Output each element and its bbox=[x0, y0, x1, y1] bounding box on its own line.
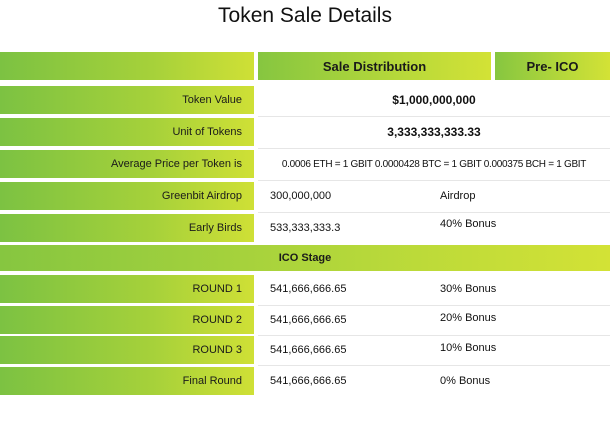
row-label-average-price: Average Price per Token is bbox=[0, 150, 254, 178]
early-birds-value: 533,333,333.3 bbox=[270, 222, 341, 234]
round-3-value: 541,666,666.65 bbox=[270, 344, 347, 356]
row-label-early-birds: Early Birds bbox=[0, 214, 254, 242]
page-title: Token Sale Details bbox=[218, 4, 392, 27]
row-divider bbox=[258, 212, 610, 213]
row-label-token-value: Token Value bbox=[0, 86, 254, 114]
round-2-value: 541,666,666.65 bbox=[270, 314, 347, 326]
row-divider bbox=[258, 148, 610, 149]
row-label-greenbit-airdrop: Greenbit Airdrop bbox=[0, 182, 254, 210]
average-price: 0.0006 ETH = 1 GBIT 0.0000428 BTC = 1 GB… bbox=[281, 158, 587, 170]
row-label-unit-of-tokens: Unit of Tokens bbox=[0, 118, 254, 146]
round-1-value: 541,666,666.65 bbox=[270, 283, 347, 295]
row-label-round-2: ROUND 2 bbox=[0, 306, 254, 334]
header-pre-ico: Pre- ICO bbox=[495, 52, 610, 80]
row-divider bbox=[258, 365, 610, 366]
early-birds-note: 40% Bonus bbox=[440, 218, 497, 230]
row-label-round-3: ROUND 3 bbox=[0, 336, 254, 364]
header-sale-distribution: Sale Distribution bbox=[258, 52, 491, 80]
round-3-note: 10% Bonus bbox=[440, 342, 497, 354]
final-round-note: 0% Bonus bbox=[440, 375, 491, 387]
unit-of-tokens: 3,333,333,333.33 bbox=[387, 125, 481, 139]
round-2-note: 20% Bonus bbox=[440, 312, 497, 324]
greenbit-airdrop-value: 300,000,000 bbox=[270, 190, 332, 202]
row-label-round-1: ROUND 1 bbox=[0, 275, 254, 303]
row-label-final-round: Final Round bbox=[0, 367, 254, 395]
header-label-cell bbox=[0, 52, 254, 80]
final-round-value: 541,666,666.65 bbox=[270, 375, 347, 387]
row-divider bbox=[258, 116, 610, 117]
row-divider bbox=[258, 335, 610, 336]
row-divider bbox=[258, 180, 610, 181]
round-1-note: 30% Bonus bbox=[440, 283, 497, 295]
ico-stage-header: ICO Stage bbox=[0, 245, 610, 271]
greenbit-airdrop-note: Airdrop bbox=[440, 190, 476, 202]
row-divider bbox=[258, 305, 610, 306]
token-value: $1,000,000,000 bbox=[392, 93, 476, 107]
